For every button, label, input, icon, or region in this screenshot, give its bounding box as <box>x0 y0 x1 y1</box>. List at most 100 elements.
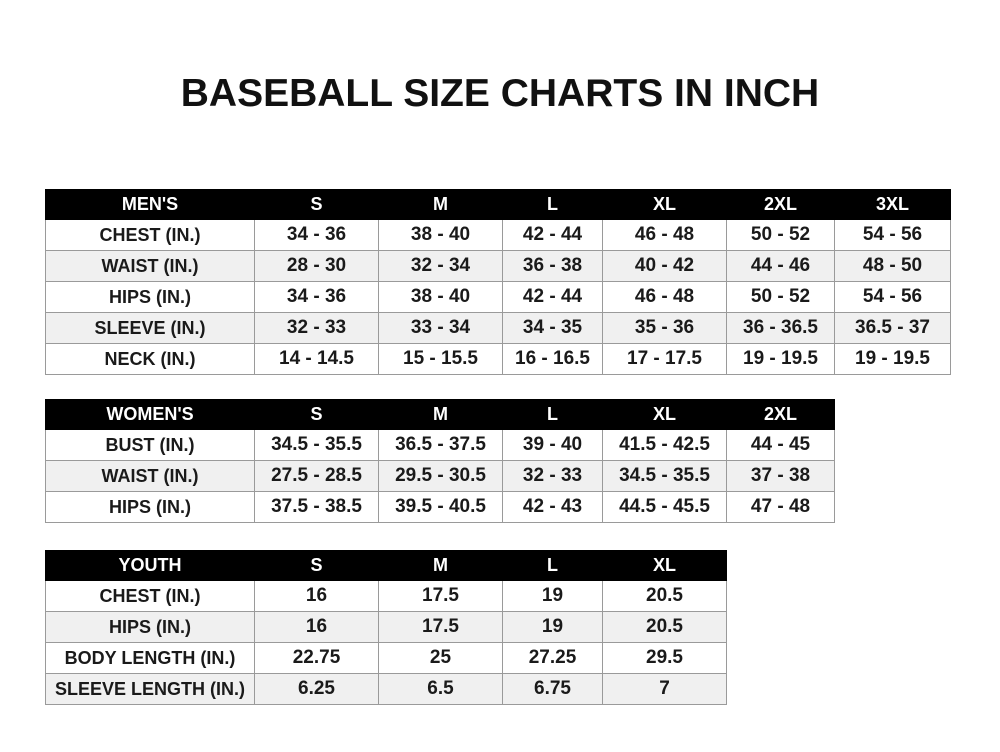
table-row: BUST (IN.) 34.5 - 35.5 36.5 - 37.5 39 - 40 4… <box>45 429 835 461</box>
measurement-label: HIPS (IN.) <box>45 491 255 523</box>
table-row: CHEST (IN.) 34 - 36 38 - 40 42 - 44 46 - 48 5… <box>45 219 951 251</box>
size-value: 27.25 <box>502 642 603 674</box>
category-header: MEN'S <box>45 189 255 220</box>
page-title: BASEBALL SIZE CHARTS IN INCH <box>180 72 820 115</box>
size-value: 44.5 - 45.5 <box>602 491 727 523</box>
size-value: 20.5 <box>602 580 727 612</box>
size-value: 19 <box>502 580 603 612</box>
size-value: 35 - 36 <box>602 312 727 344</box>
measurement-label: SLEEVE LENGTH (IN.) <box>45 673 255 705</box>
table-row: HIPS (IN.) 37.5 - 38.5 39.5 - 40.5 42 - 43 4… <box>45 491 835 523</box>
size-value: 46 - 48 <box>602 219 727 251</box>
table-row: WAIST (IN.) 27.5 - 28.5 29.5 - 30.5 32 - 33… <box>45 460 835 492</box>
size-value: 34 - 36 <box>254 281 379 313</box>
womens-size-table: WOMEN'S S M L XL 2XL BUST (IN.) 34.5 - 35.5 36.5… <box>45 399 835 523</box>
size-header: S <box>254 550 379 581</box>
size-value: 17 - 17.5 <box>602 343 727 375</box>
size-value: 32 - 34 <box>378 250 503 282</box>
size-value: 34 - 36 <box>254 219 379 251</box>
size-value: 44 - 45 <box>726 429 835 461</box>
size-value: 38 - 40 <box>378 219 503 251</box>
header-row: MEN'S S M L XL 2XL 3XL <box>45 189 951 220</box>
size-value: 38 - 40 <box>378 281 503 313</box>
header-row: YOUTH S M L XL <box>45 550 727 581</box>
size-header: S <box>254 189 379 220</box>
size-value: 6.75 <box>502 673 603 705</box>
size-value: 50 - 52 <box>726 281 835 313</box>
size-value: 16 - 16.5 <box>502 343 603 375</box>
size-header: XL <box>602 399 727 430</box>
size-value: 27.5 - 28.5 <box>254 460 379 492</box>
size-value: 34 - 35 <box>502 312 603 344</box>
size-value: 20.5 <box>602 611 727 643</box>
size-value: 29.5 - 30.5 <box>378 460 503 492</box>
size-value: 17.5 <box>378 611 503 643</box>
table-row: HIPS (IN.) 34 - 36 38 - 40 42 - 44 46 - 48 50… <box>45 281 951 313</box>
size-header: L <box>502 189 603 220</box>
size-value: 32 - 33 <box>254 312 379 344</box>
measurement-label: HIPS (IN.) <box>45 611 255 643</box>
size-value: 54 - 56 <box>834 219 951 251</box>
size-value: 40 - 42 <box>602 250 727 282</box>
size-header: XL <box>602 550 727 581</box>
measurement-label: NECK (IN.) <box>45 343 255 375</box>
size-value: 28 - 30 <box>254 250 379 282</box>
size-value: 15 - 15.5 <box>378 343 503 375</box>
size-header: L <box>502 399 603 430</box>
size-value: 48 - 50 <box>834 250 951 282</box>
size-value: 41.5 - 42.5 <box>602 429 727 461</box>
measurement-label: WAIST (IN.) <box>45 460 255 492</box>
category-header: YOUTH <box>45 550 255 581</box>
size-value: 33 - 34 <box>378 312 503 344</box>
size-header: L <box>502 550 603 581</box>
size-value: 37 - 38 <box>726 460 835 492</box>
size-value: 44 - 46 <box>726 250 835 282</box>
size-value: 54 - 56 <box>834 281 951 313</box>
size-value: 50 - 52 <box>726 219 835 251</box>
size-value: 39 - 40 <box>502 429 603 461</box>
size-value: 34.5 - 35.5 <box>254 429 379 461</box>
size-header: M <box>378 189 503 220</box>
size-header: M <box>378 399 503 430</box>
table-row: SLEEVE LENGTH (IN.) 6.25 6.5 6.75 7 <box>45 673 727 705</box>
size-value: 17.5 <box>378 580 503 612</box>
size-value: 36.5 - 37 <box>834 312 951 344</box>
size-value: 42 - 44 <box>502 281 603 313</box>
size-value: 36 - 36.5 <box>726 312 835 344</box>
size-value: 7 <box>602 673 727 705</box>
table-row: CHEST (IN.) 16 17.5 19 20.5 <box>45 580 727 612</box>
measurement-label: SLEEVE (IN.) <box>45 312 255 344</box>
size-header: S <box>254 399 379 430</box>
size-header: XL <box>602 189 727 220</box>
size-value: 42 - 44 <box>502 219 603 251</box>
size-value: 46 - 48 <box>602 281 727 313</box>
table-row: NECK (IN.) 14 - 14.5 15 - 15.5 16 - 16.5 17 … <box>45 343 951 375</box>
size-value: 37.5 - 38.5 <box>254 491 379 523</box>
size-value: 36 - 38 <box>502 250 603 282</box>
size-value: 29.5 <box>602 642 727 674</box>
measurement-label: CHEST (IN.) <box>45 580 255 612</box>
size-header: 2XL <box>726 399 835 430</box>
size-value: 16 <box>254 611 379 643</box>
size-value: 19 - 19.5 <box>726 343 835 375</box>
size-value: 14 - 14.5 <box>254 343 379 375</box>
size-value: 32 - 33 <box>502 460 603 492</box>
size-value: 47 - 48 <box>726 491 835 523</box>
size-value: 36.5 - 37.5 <box>378 429 503 461</box>
size-value: 19 <box>502 611 603 643</box>
table-row: SLEEVE (IN.) 32 - 33 33 - 34 34 - 35 35 - 36… <box>45 312 951 344</box>
measurement-label: WAIST (IN.) <box>45 250 255 282</box>
size-value: 42 - 43 <box>502 491 603 523</box>
size-value: 25 <box>378 642 503 674</box>
size-value: 39.5 - 40.5 <box>378 491 503 523</box>
table-row: HIPS (IN.) 16 17.5 19 20.5 <box>45 611 727 643</box>
category-header: WOMEN'S <box>45 399 255 430</box>
measurement-label: BODY LENGTH (IN.) <box>45 642 255 674</box>
size-header: M <box>378 550 503 581</box>
youth-size-table: YOUTH S M L XL CHEST (IN.) 16 17.5 19 20.5 HIPS (I… <box>45 550 727 705</box>
size-header: 3XL <box>834 189 951 220</box>
measurement-label: CHEST (IN.) <box>45 219 255 251</box>
size-value: 6.25 <box>254 673 379 705</box>
table-row: BODY LENGTH (IN.) 22.75 25 27.25 29.5 <box>45 642 727 674</box>
size-value: 6.5 <box>378 673 503 705</box>
